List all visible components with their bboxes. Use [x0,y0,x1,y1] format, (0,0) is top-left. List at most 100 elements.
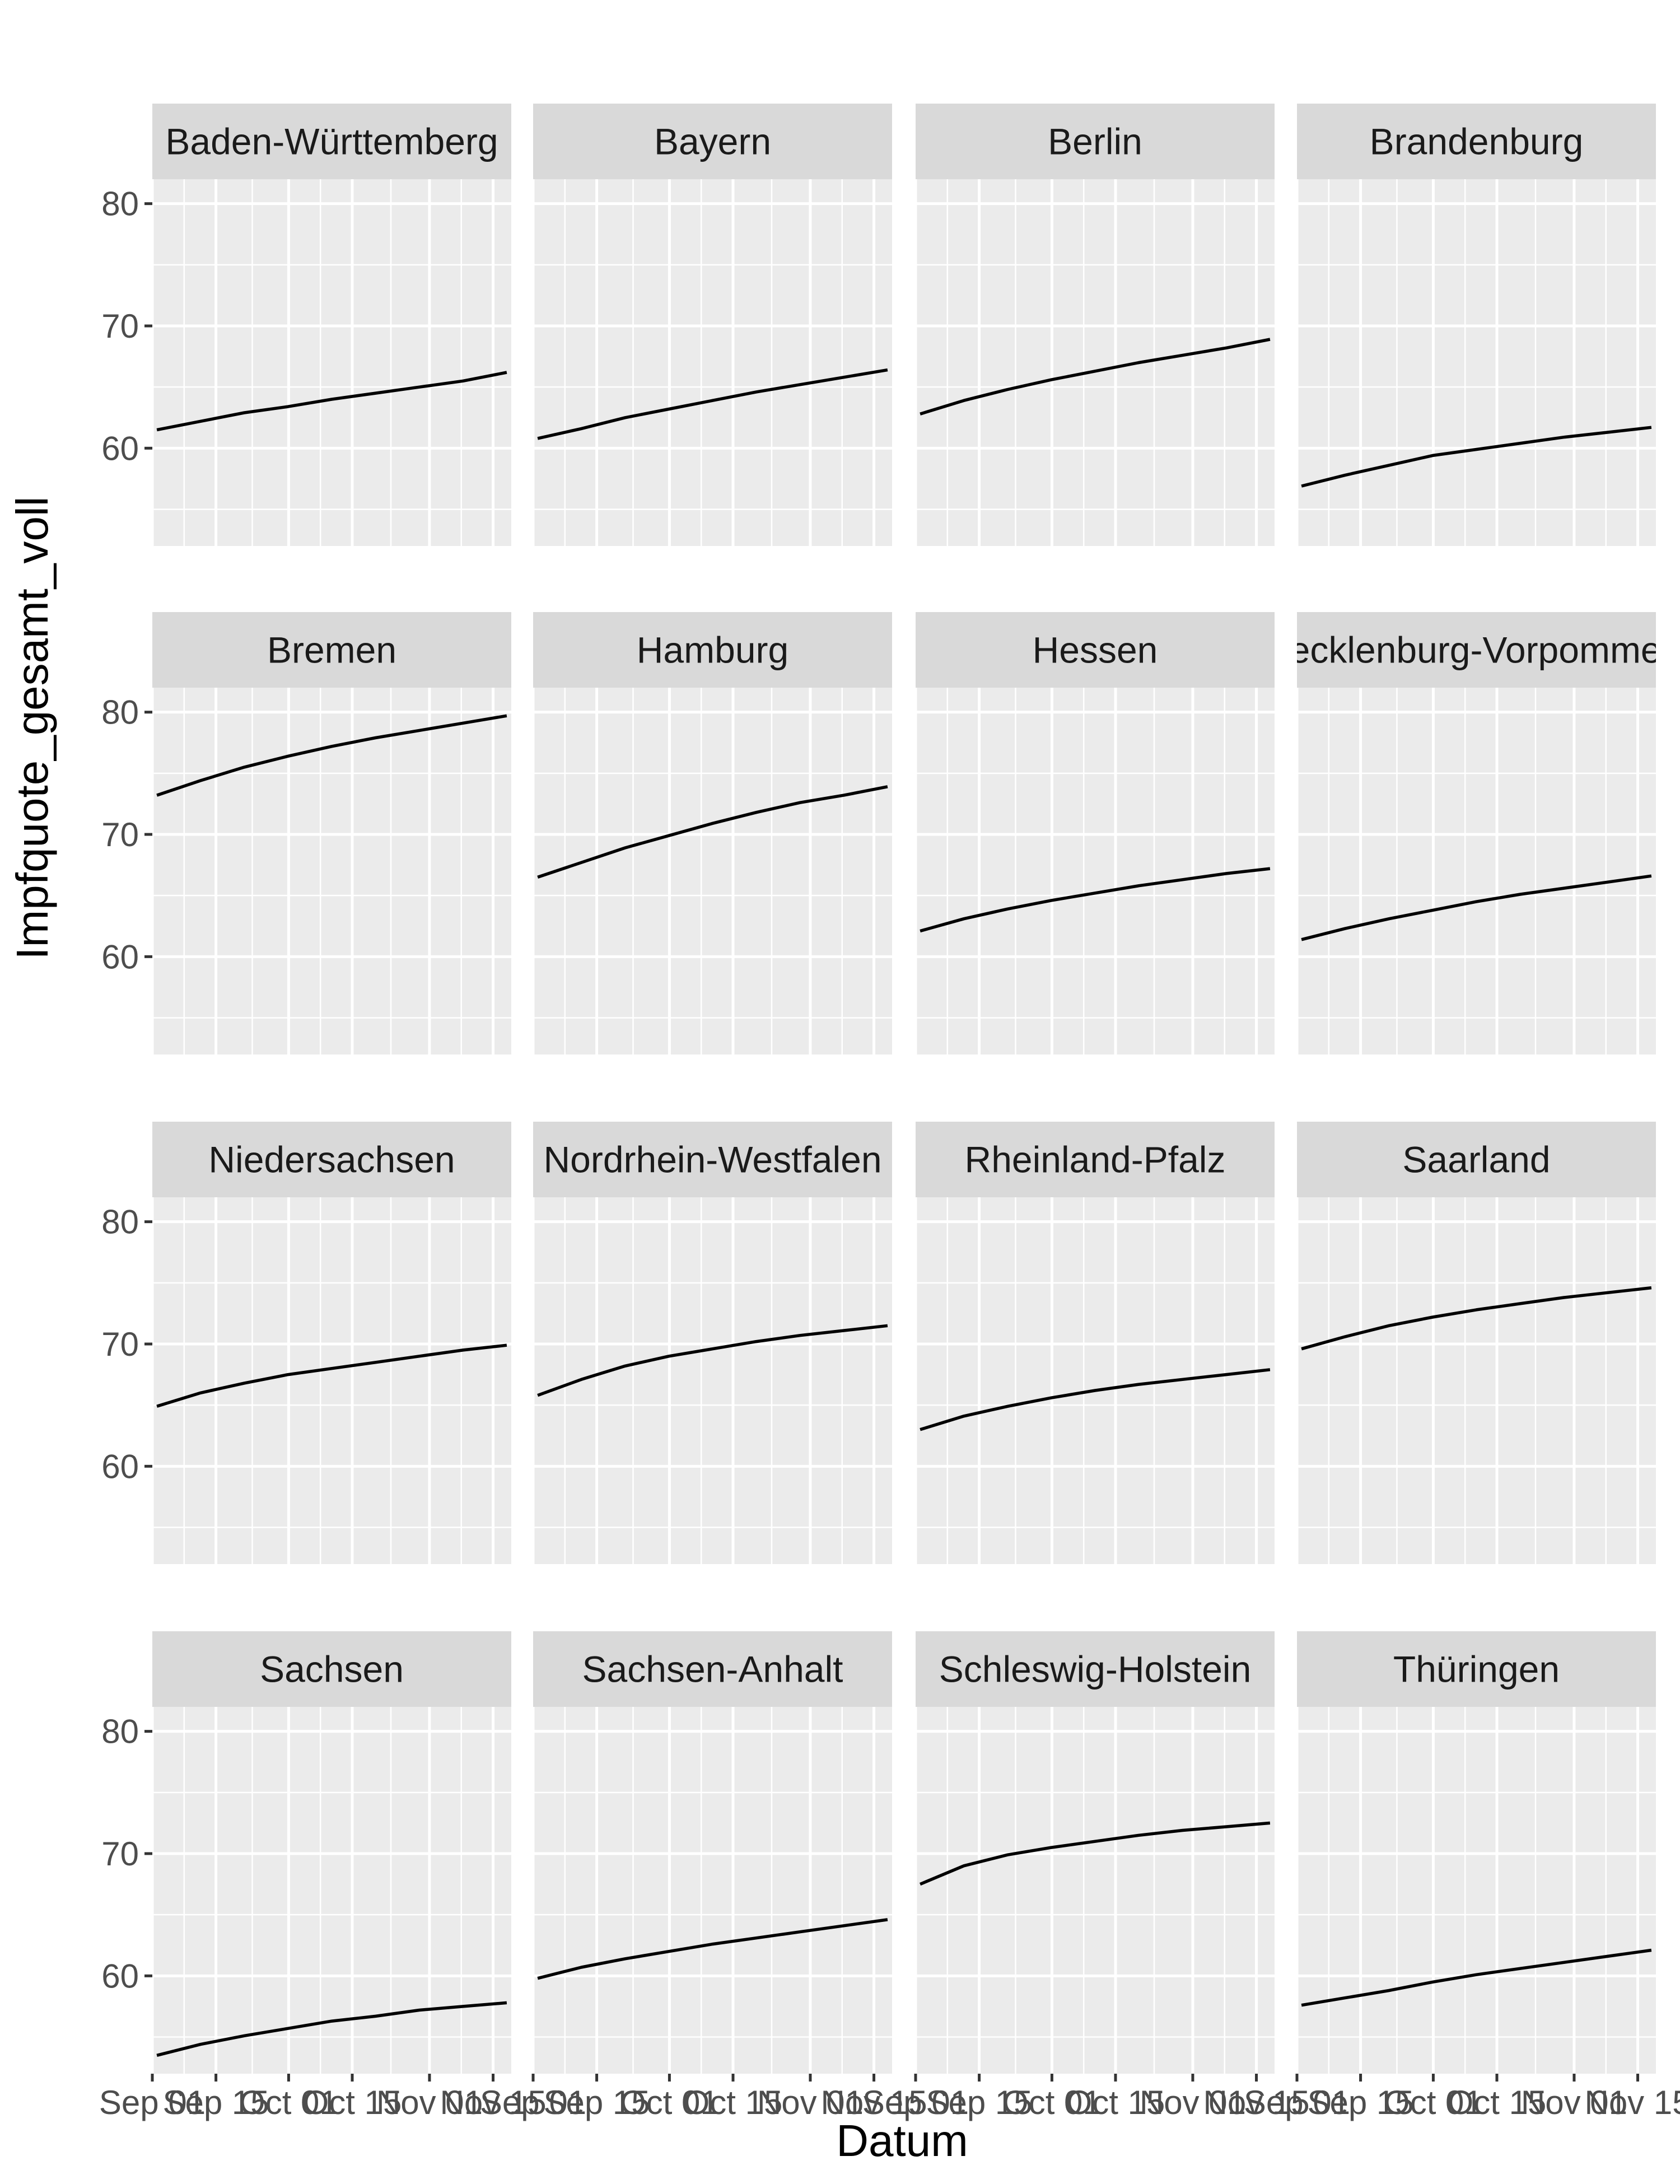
panel-background [1297,1707,1656,2074]
facet-schleswig-holstein: Schleswig-Holstein [914,1631,1275,2074]
x-tick-label: Oct 01 [239,2084,338,2121]
y-tick-label: 80 [101,1713,139,1751]
x-tick-label: Nov 01 [1140,2084,1246,2121]
x-tick-label: Sep 15 [1308,2084,1414,2121]
series-line-bremen [156,714,507,797]
series-line-saarland [1301,1286,1652,1351]
facet-niedersachsen: Niedersachsen [151,1122,511,1564]
series-line-sachsen-anhalt [537,1918,888,1980]
facet-strip [1297,104,1656,179]
facet-strip-label: Bayern [654,121,771,162]
x-tick-label: Oct 15 [1448,2084,1547,2121]
facet-baden-wurttemberg: Baden-Württemberg [151,104,511,546]
series-line-niedersachsen [156,1343,507,1408]
facet-strip-label: Baden-Württemberg [165,121,498,162]
x-tick-label: Nov 01 [376,2084,483,2121]
panel-background [533,1707,892,2074]
series-line-schleswig-holstein [920,1821,1271,1886]
x-tick-label: Nov 15 [820,2084,927,2121]
x-tick-label: Sep 01 [1244,2084,1350,2121]
panel-background [533,1197,892,1564]
x-tick-label: Sep 15 [544,2084,650,2121]
panel-background [1297,1197,1656,1564]
facet-bremen: Bremen [151,612,511,1054]
facet-strip-label: Brandenburg [1370,121,1584,162]
facet-strip-label: Saarland [1402,1139,1550,1180]
facet-hessen: Hessen [914,612,1275,1054]
panel-background [916,1707,1275,2074]
x-tick-label: Sep 01 [480,2084,586,2121]
facet-strip [152,1631,511,1707]
panel-background [916,1197,1275,1564]
facet-strip-label: Thüringen [1393,1649,1560,1690]
series-line-rheinland-pfalz [920,1368,1271,1431]
facet-strip [916,104,1275,179]
x-tick-label: Oct 01 [1002,2084,1102,2121]
facet-strip-label: Nordrhein-Westfalen [543,1139,881,1180]
series-line-berlin [920,338,1271,416]
y-axis-title: Impfquote_gesamt_voll [7,496,57,959]
facet-strip-label: Hamburg [637,629,788,671]
facet-strip [1297,1631,1656,1707]
facet-strip [152,612,511,688]
facet-mecklenburg-vorpommern: Mecklenburg-Vorpommern [1259,612,1680,1054]
series-line-sachsen [156,2001,507,2057]
panel-background [152,1197,511,1564]
facet-strip-label: Mecklenburg-Vorpommern [1259,629,1680,671]
panel-background [1297,179,1656,546]
facet-panels: Baden-Württemberg Bayern Berlin Brandenburg… [151,104,1680,2074]
facet-brandenburg: Brandenburg [1295,104,1656,546]
facet-nordrhein-westfalen: Nordrhein-Westfalen [531,1122,892,1564]
x-tick-label: Nov 15 [1584,2084,1680,2121]
x-tick-label: Sep 15 [926,2084,1033,2121]
y-tick-label: 80 [101,1203,139,1241]
y-axes: 60 70 80 60 70 80 60 70 80 60 70 80 [101,185,152,1995]
facet-rheinland-pfalz: Rheinland-Pfalz [914,1122,1275,1564]
series-line-brandenburg [1301,426,1652,488]
facet-strip-label: Niedersachsen [208,1139,455,1180]
y-tick-label: 60 [101,1448,139,1485]
y-tick-label: 70 [101,1835,139,1873]
x-tick-label: Sep 15 [163,2084,269,2121]
panel-background [152,179,511,546]
y-tick-label: 70 [101,1326,139,1363]
series-line-mecklenburg-vorpommern [1301,874,1652,941]
x-tick-label: Nov 15 [440,2084,546,2121]
x-tick-label: Oct 01 [620,2084,719,2121]
y-tick-label: 70 [101,816,139,853]
series-line-thuringen [1301,1948,1652,2007]
facet-sachsen-anhalt: Sachsen-Anhalt [531,1631,892,2074]
panel-background [916,688,1275,1054]
facet-strip [533,1631,892,1707]
facet-strip [533,104,892,179]
series-line-baden-wurttemberg [156,371,507,432]
facet-thuringen: Thüringen [1295,1631,1656,2074]
facet-strip [152,104,511,179]
x-tick-label: Nov 01 [1521,2084,1627,2121]
y-tick-label: 80 [101,185,139,223]
facet-strip-label: Schleswig-Holstein [939,1649,1252,1690]
panel-background [152,688,511,1054]
facet-strip [916,1122,1275,1197]
facet-hamburg: Hamburg [531,612,892,1054]
x-tick-label: Sep 01 [99,2084,206,2121]
facet-strip [152,1122,511,1197]
series-line-hessen [920,867,1271,933]
x-tick-label: Nov 01 [757,2084,864,2121]
facet-strip [1297,1122,1656,1197]
y-tick-label: 60 [101,938,139,976]
series-line-bayern [537,368,888,440]
facet-strip-label: Rheinland-Pfalz [965,1139,1226,1180]
series-line-nordrhein-westfalen [537,1324,888,1397]
facet-strip-label: Hessen [1033,629,1158,671]
y-tick-label: 60 [101,1957,139,1995]
panel-background [152,1707,511,2074]
y-tick-label: 60 [101,430,139,467]
facet-saarland: Saarland [1295,1122,1656,1564]
x-tick-label: Sep 01 [862,2084,969,2121]
facet-strip-label: Sachsen-Anhalt [582,1649,843,1690]
facet-strip-label: Bremen [267,629,396,671]
facet-bayern: Bayern [531,104,892,546]
y-tick-label: 80 [101,694,139,731]
